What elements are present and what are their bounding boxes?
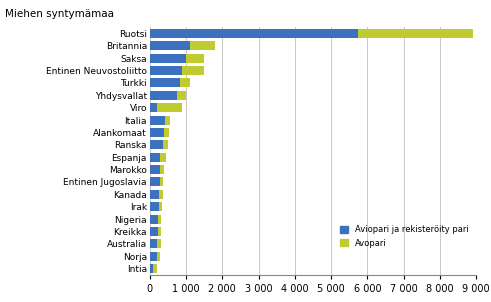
Bar (150, 116, 165, 124)
Bar (358, 29, 473, 38)
Bar (159, 227, 161, 236)
Bar (150, 29, 358, 38)
Bar (150, 239, 158, 248)
Bar (160, 178, 163, 186)
Bar (150, 165, 160, 174)
Bar (182, 66, 204, 75)
Bar (150, 190, 159, 199)
Bar (158, 239, 161, 248)
Bar (150, 91, 177, 100)
Bar (158, 103, 182, 112)
Bar (165, 116, 170, 124)
Bar (159, 202, 162, 211)
Text: Miehen syntymämaa: Miehen syntymämaa (5, 9, 114, 19)
Bar (160, 165, 164, 174)
Bar (186, 54, 204, 63)
Bar (150, 54, 186, 63)
Bar (150, 153, 160, 162)
Bar (150, 264, 153, 273)
Bar (150, 215, 158, 223)
Bar (159, 190, 163, 199)
Bar (180, 79, 190, 87)
Bar (150, 66, 182, 75)
Bar (163, 140, 168, 149)
Bar (150, 128, 164, 137)
Bar (150, 202, 159, 211)
Bar (190, 41, 215, 50)
Bar (158, 215, 161, 223)
Bar (157, 252, 160, 261)
Bar (150, 178, 160, 186)
Bar (160, 153, 166, 162)
Legend: Aviopari ja rekisteröity pari, Avopari: Aviopari ja rekisteröity pari, Avopari (337, 222, 472, 251)
Bar (150, 140, 163, 149)
Bar (150, 252, 157, 261)
Bar (177, 91, 186, 100)
Bar (150, 103, 158, 112)
Bar (150, 79, 180, 87)
Bar (164, 128, 168, 137)
Bar (150, 227, 159, 236)
Bar (150, 41, 190, 50)
Bar (153, 264, 157, 273)
